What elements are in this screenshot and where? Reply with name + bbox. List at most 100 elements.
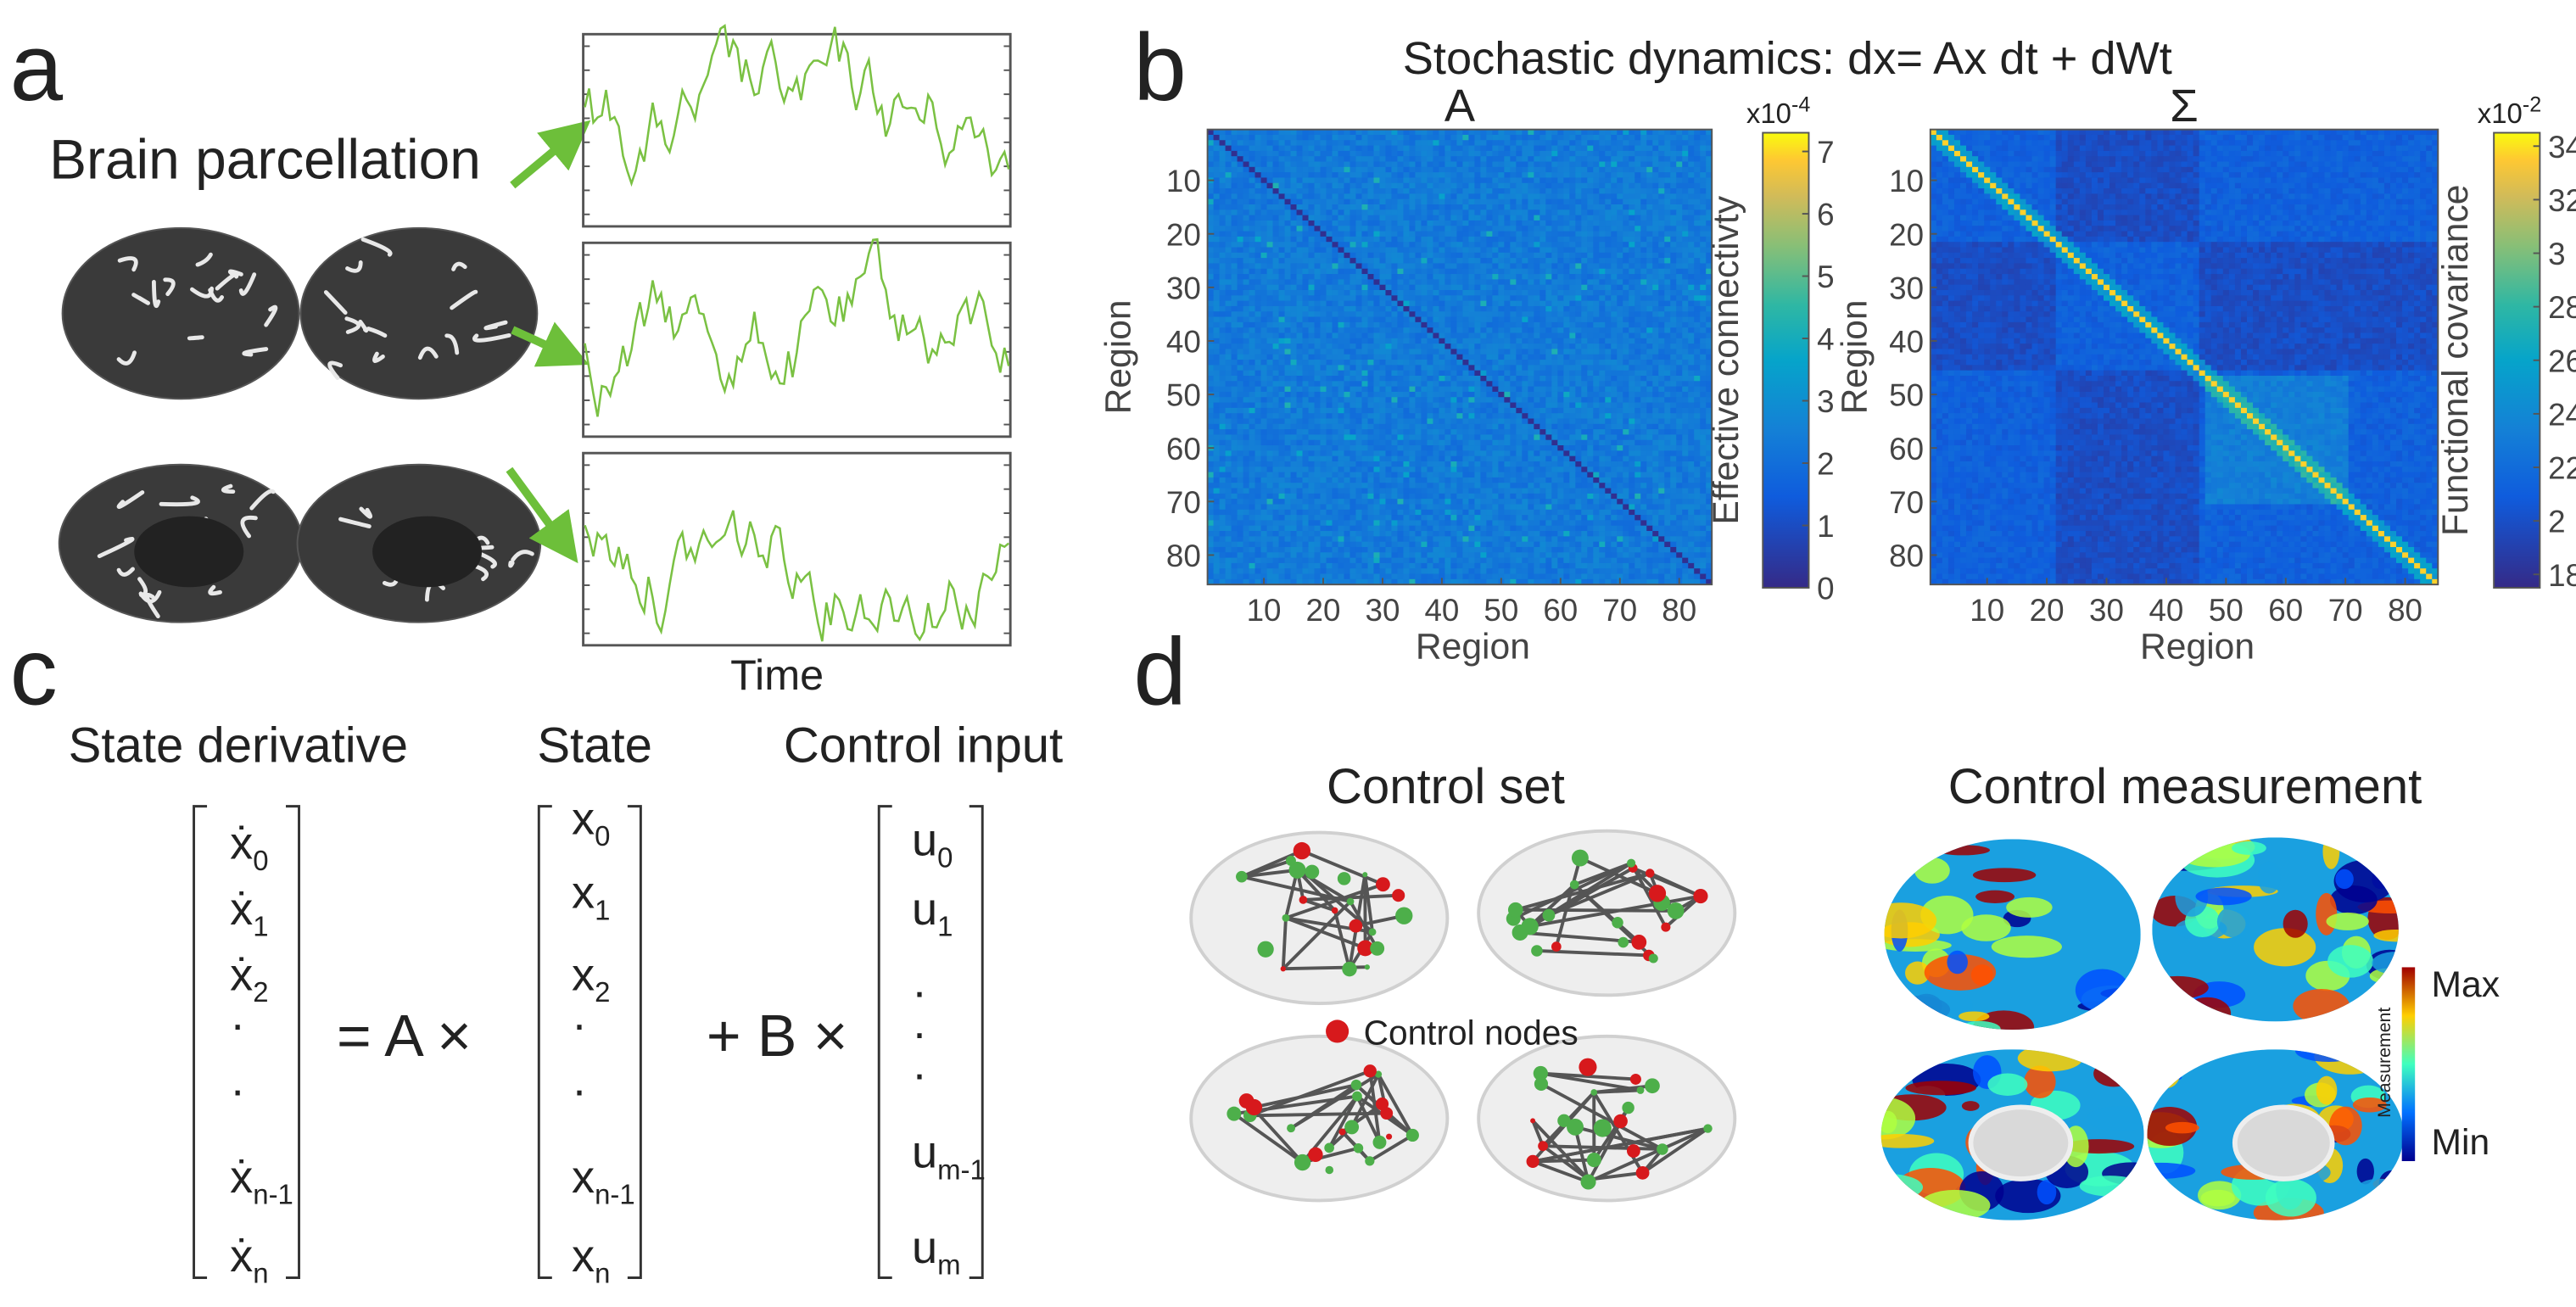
- heatmap-cell: [1260, 274, 1268, 280]
- heatmap-cell: [1249, 140, 1256, 147]
- heatmap-cell: [1569, 226, 1576, 232]
- heatmap-cell: [1706, 327, 1713, 334]
- heatmap-cell: [1403, 381, 1411, 388]
- heatmap-cell: [1706, 375, 1713, 382]
- heatmap-cell: [1254, 397, 1262, 404]
- heatmap-cell: [1314, 247, 1322, 254]
- heatmap-cell: [1379, 289, 1387, 296]
- heatmap-cell: [1391, 391, 1399, 398]
- heatmap-cell: [1634, 397, 1641, 404]
- heatmap-cell: [1617, 423, 1623, 430]
- heatmap-cell: [1397, 375, 1405, 382]
- heatmap-cell: [1355, 321, 1363, 328]
- heatmap-cell: [1439, 305, 1445, 312]
- heatmap-cell: [1266, 177, 1274, 184]
- heatmap-cell: [1688, 402, 1695, 409]
- heatmap-cell: [1522, 381, 1528, 388]
- heatmap-cell: [1581, 365, 1588, 371]
- heatmap-cell: [1539, 215, 1546, 221]
- heatmap-cell: [1676, 140, 1683, 147]
- heatmap-cell: [1706, 332, 1713, 339]
- heatmap-cell: [1344, 166, 1351, 173]
- heatmap-cell: [1557, 177, 1564, 184]
- heatmap-cell: [1516, 332, 1523, 339]
- heatmap-cell: [1640, 397, 1647, 404]
- heatmap-cell: [1243, 236, 1250, 243]
- heatmap-cell: [1266, 198, 1274, 205]
- heatmap-cell: [1290, 402, 1298, 409]
- heatmap-cell: [1634, 252, 1641, 259]
- heatmap-cell: [1373, 397, 1381, 404]
- heatmap-cell: [1658, 242, 1665, 249]
- heatmap-cell: [1290, 344, 1298, 350]
- heatmap-cell: [1640, 150, 1647, 157]
- heatmap-cell: [1403, 354, 1411, 360]
- heatmap-cell: [1415, 360, 1422, 366]
- heatmap-cell: [1611, 279, 1618, 286]
- heatmap-cell: [1290, 284, 1298, 291]
- heatmap-cell: [1284, 188, 1292, 194]
- heatmap-cell: [1349, 140, 1357, 147]
- heatmap-cell: [1249, 145, 1256, 152]
- heatmap-cell: [1522, 129, 1528, 136]
- heatmap-cell: [1694, 252, 1701, 259]
- heatmap-cell: [1385, 274, 1393, 280]
- heatmap-cell: [1355, 263, 1363, 270]
- heatmap-cell: [1213, 300, 1221, 307]
- heatmap-cell: [1539, 182, 1546, 189]
- heatmap-cell: [1450, 316, 1457, 323]
- heatmap-cell: [1480, 231, 1487, 237]
- heatmap-cell: [1338, 129, 1345, 136]
- heatmap-cell: [1266, 349, 1274, 355]
- heatmap-cell: [1563, 349, 1570, 355]
- heatmap-cell: [1486, 252, 1493, 259]
- heatmap-cell: [1599, 295, 1606, 302]
- heatmap-cell: [1403, 182, 1411, 189]
- heatmap-cell: [1355, 338, 1363, 344]
- heatmap-cell: [1332, 391, 1339, 398]
- heatmap-cell: [1314, 407, 1322, 414]
- heatmap-cell: [1539, 156, 1546, 163]
- heatmap-cell: [1480, 327, 1487, 334]
- heatmap-cell: [1593, 284, 1600, 291]
- heatmap-cell: [1332, 354, 1339, 360]
- heatmap-cell: [1385, 247, 1393, 254]
- heatmap-cell: [1617, 375, 1623, 382]
- heatmap-cell: [1397, 220, 1405, 226]
- heatmap-cell: [1581, 305, 1588, 312]
- heatmap-cell: [1480, 215, 1487, 221]
- heatmap-cell: [1290, 242, 1298, 249]
- heatmap-cell: [1254, 434, 1262, 441]
- heatmap-cell: [1480, 349, 1487, 355]
- heatmap-cell: [1617, 418, 1623, 425]
- heatmap-cell: [1617, 188, 1623, 194]
- heatmap-cell: [1456, 429, 1463, 435]
- heatmap-cell: [1468, 188, 1475, 194]
- heatmap-cell: [1611, 338, 1618, 344]
- heatmap-cell: [1320, 332, 1327, 339]
- heatmap-cell: [1456, 145, 1463, 152]
- heatmap-cell: [1296, 193, 1304, 200]
- heatmap-cell: [1563, 236, 1570, 243]
- heatmap-cell: [1468, 311, 1475, 318]
- heatmap-cell: [1706, 252, 1713, 259]
- heatmap-cell: [1480, 418, 1487, 425]
- heatmap-cell: [1308, 391, 1316, 398]
- heatmap-cell: [1670, 365, 1677, 371]
- heatmap-cell: [1260, 386, 1268, 393]
- heatmap-cell: [1290, 209, 1298, 216]
- heatmap-cell: [1480, 274, 1487, 280]
- heatmap-cell: [1587, 177, 1594, 184]
- heatmap-cell: [1634, 263, 1641, 270]
- heatmap-cell: [1474, 145, 1481, 152]
- heatmap-cell: [1581, 247, 1588, 254]
- heatmap-cell: [1569, 263, 1576, 270]
- heatmap-cell: [1421, 397, 1428, 404]
- heatmap-cell: [1237, 354, 1244, 360]
- heatmap-cell: [1634, 268, 1641, 275]
- heatmap-cell: [1676, 391, 1683, 398]
- heatmap-cell: [1415, 397, 1422, 404]
- heatmap-cell: [1439, 220, 1445, 226]
- heatmap-cell: [1599, 134, 1606, 141]
- heatmap-cell: [1415, 177, 1422, 184]
